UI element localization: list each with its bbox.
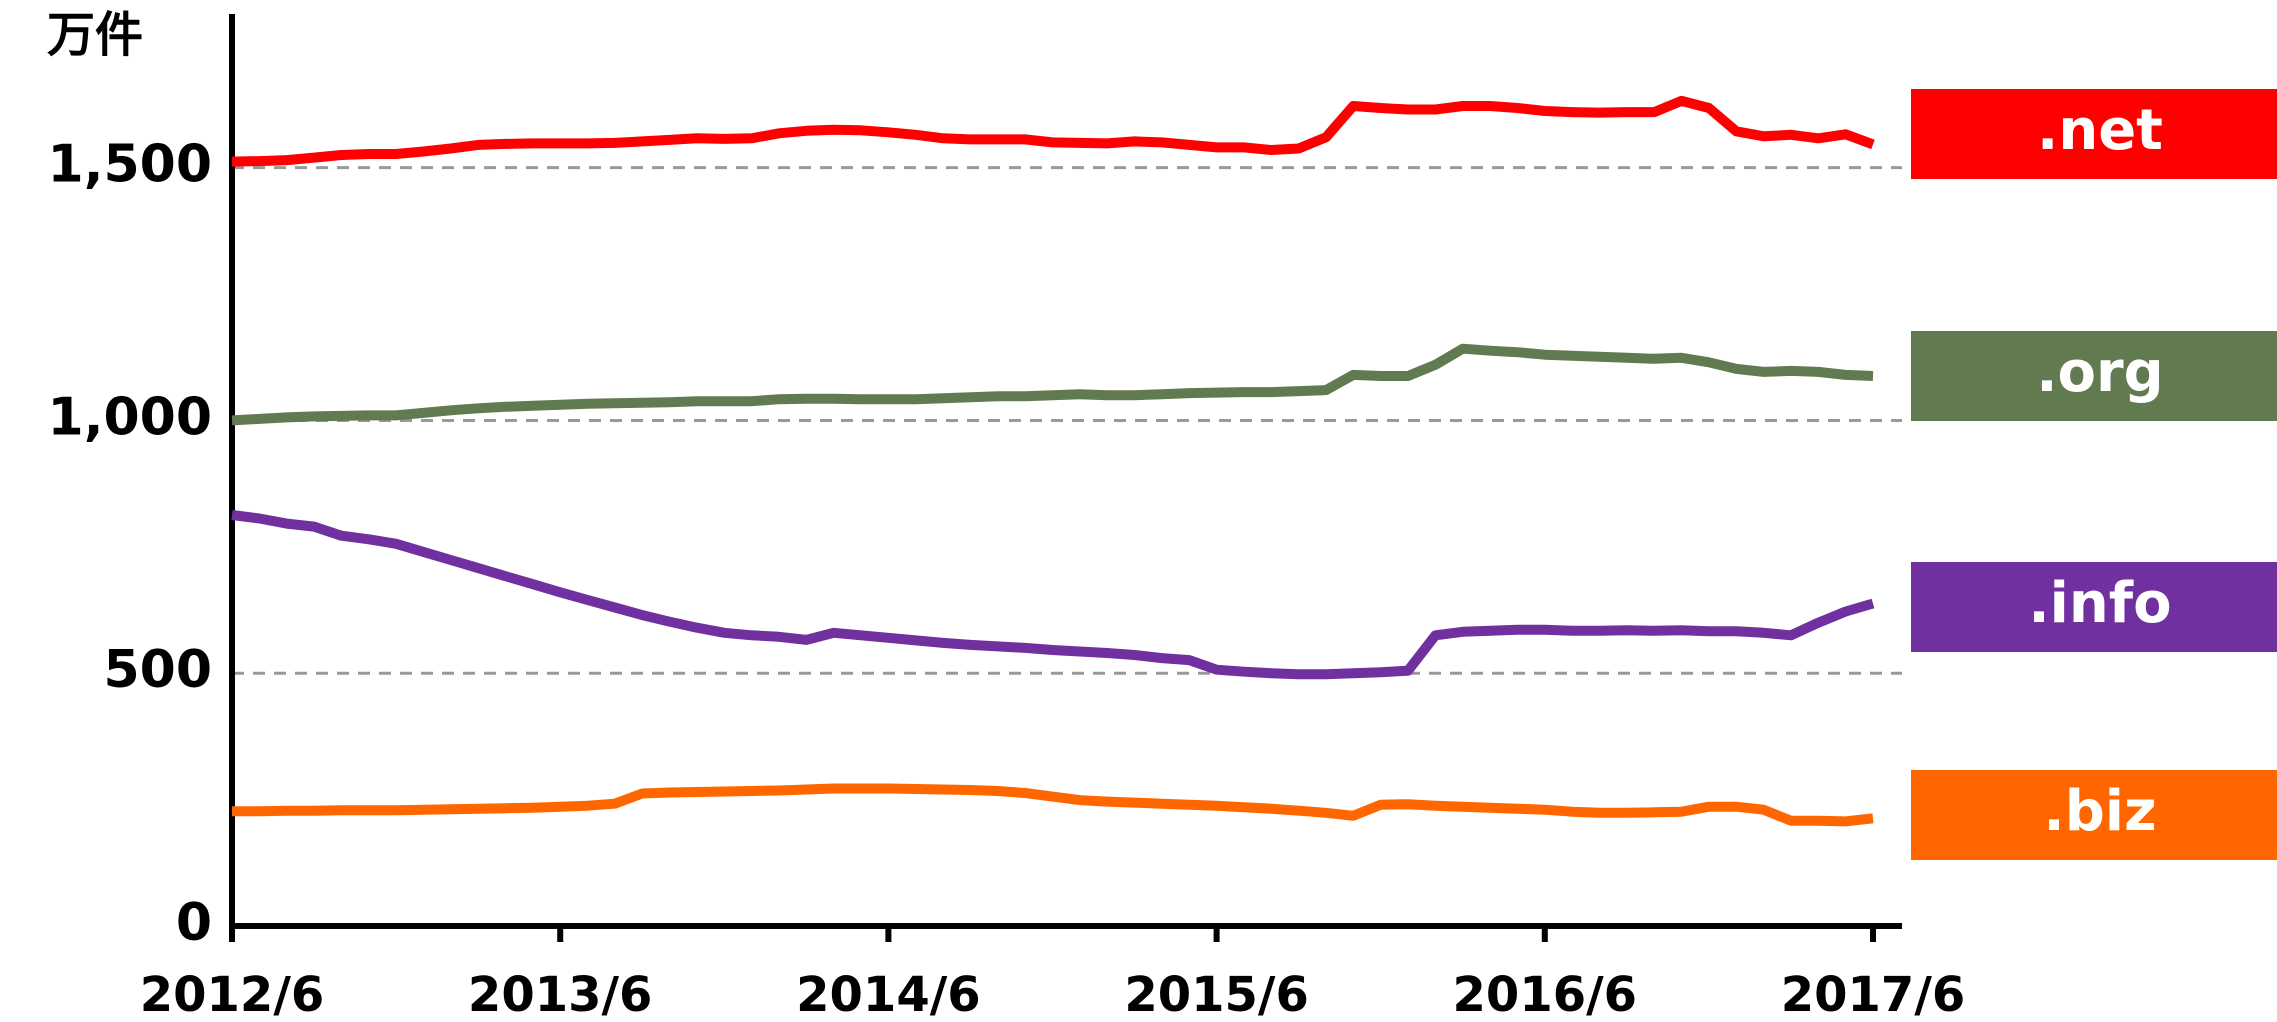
series-line [231, 510, 1875, 680]
series-line [231, 343, 1874, 426]
legend-label: .net [2037, 98, 2163, 163]
legend-label: .org [2036, 340, 2163, 405]
x-tick-label: 2016/6 [1453, 967, 1638, 1022]
legend-label: .biz [2043, 779, 2156, 844]
legend-swatch [1911, 331, 2277, 421]
y-tick-label: 0 [176, 893, 212, 953]
x-tick-label: 2012/6 [140, 967, 325, 1022]
x-tick-label: 2014/6 [796, 967, 981, 1022]
series-line [231, 95, 1875, 167]
series-line [232, 783, 1874, 827]
legend-label: .info [2028, 571, 2171, 636]
y-tick-label: 1,500 [48, 135, 212, 195]
x-tick-label: 2017/6 [1781, 967, 1966, 1022]
legend-swatch [1911, 89, 2277, 179]
y-tick-label: 1,000 [48, 387, 212, 447]
x-tick-label: 2015/6 [1124, 967, 1309, 1022]
y-axis-label: 万件 [47, 7, 143, 63]
legend-swatch [1911, 770, 2277, 860]
x-tick-label: 2013/6 [468, 967, 653, 1022]
legend-swatch [1911, 562, 2277, 652]
y-tick-label: 500 [103, 640, 212, 700]
